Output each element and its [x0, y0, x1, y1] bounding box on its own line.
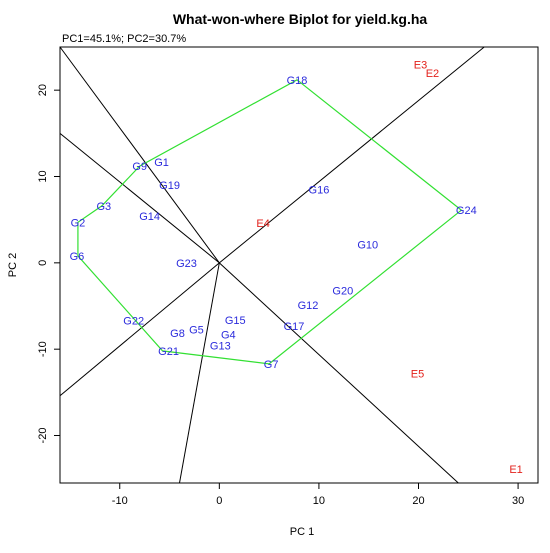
environment-label-e4: E4 [256, 218, 269, 230]
genotype-label-g5: G5 [189, 324, 204, 336]
genotype-label-g23: G23 [176, 258, 197, 270]
hull-polygon [77, 79, 463, 365]
chart-subtitle: PC1=45.1%; PC2=30.7% [62, 33, 186, 45]
x-tick-label: -10 [112, 495, 128, 507]
genotype-label-g12: G12 [298, 300, 319, 312]
genotype-label-g6: G6 [70, 251, 85, 263]
y-axis-label: PC 2 [7, 253, 19, 277]
y-tick-label: 0 [37, 260, 49, 266]
sector-line-5 [218, 262, 459, 484]
genotype-label-g24: G24 [456, 205, 477, 217]
genotype-label-g3: G3 [96, 201, 111, 213]
genotype-label-g18: G18 [287, 75, 308, 87]
genotype-label-g13: G13 [210, 341, 231, 353]
y-tick-label: -20 [37, 428, 49, 444]
sector-line-4 [179, 262, 220, 484]
sector-line-1 [59, 46, 220, 264]
genotype-label-g19: G19 [159, 180, 180, 192]
genotype-label-g20: G20 [332, 285, 353, 297]
x-tick-label: 30 [512, 495, 524, 507]
sector-lines [59, 46, 485, 484]
x-tick-label: 10 [313, 495, 325, 507]
genotype-label-g1: G1 [154, 157, 169, 169]
genotype-label-g21: G21 [158, 346, 179, 358]
genotype-label-g4: G4 [221, 330, 236, 342]
genotype-label-g8: G8 [170, 328, 185, 340]
genotype-label-g16: G16 [309, 184, 330, 196]
x-tick-label: 20 [412, 495, 424, 507]
chart-title: What-won-where Biplot for yield.kg.ha [173, 11, 428, 27]
environment-label-e2: E2 [426, 68, 439, 80]
point-labels: G18 G1 G9 G19 G16 G3 G24 G14 G2 G10 G6 G23 G20 G12 G22… [70, 59, 523, 476]
genotype-label-g22: G22 [123, 316, 144, 328]
x-axis-label: PC 1 [290, 526, 314, 538]
genotype-label-g9: G9 [132, 161, 147, 173]
plot-frame [59, 46, 539, 484]
genotype-label-g17: G17 [284, 321, 305, 333]
sector-line-2 [59, 132, 220, 264]
x-tick-label: 0 [216, 495, 222, 507]
y-tick-label: -10 [37, 341, 49, 357]
convex-hull [77, 79, 463, 365]
y-tick-label: 10 [37, 170, 49, 182]
y-tick-label: 20 [37, 84, 49, 96]
environment-label-e1: E1 [509, 464, 522, 476]
axes: -10 0 10 20 30 -20 -10 0 10 20 [37, 46, 539, 507]
sector-line-3 [59, 262, 220, 397]
sector-line-6 [219, 46, 485, 264]
genotype-label-g10: G10 [357, 240, 378, 252]
genotype-label-g2: G2 [71, 217, 86, 229]
genotype-label-g7: G7 [264, 359, 279, 371]
environment-label-e3: E3 [414, 59, 427, 71]
genotype-label-g14: G14 [139, 211, 160, 223]
environment-label-e5: E5 [411, 368, 424, 380]
genotype-label-g15: G15 [225, 315, 246, 327]
